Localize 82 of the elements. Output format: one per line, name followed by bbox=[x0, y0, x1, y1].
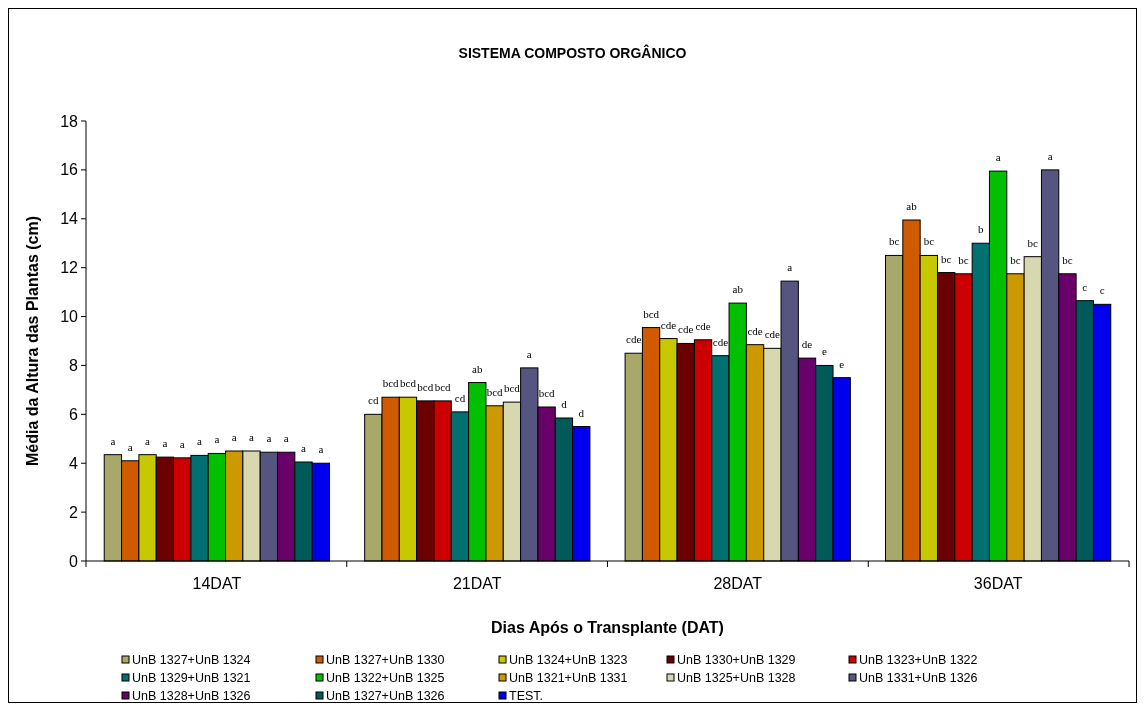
data-label: cde bbox=[626, 333, 642, 346]
data-label: a bbox=[283, 432, 289, 445]
data-label: bcd bbox=[434, 380, 452, 393]
data-label: ab bbox=[732, 283, 744, 296]
legend-label: UnB 1322+UnB 1325 bbox=[326, 671, 445, 686]
data-label: bc bbox=[888, 235, 900, 248]
y-axis-title: Média da Altura das Plantas (cm) bbox=[24, 215, 41, 467]
x-tick-label: 21DAT bbox=[452, 575, 502, 592]
data-label: ab bbox=[906, 200, 918, 212]
data-label: a bbox=[995, 151, 1001, 164]
data-label: bcd bbox=[486, 385, 504, 398]
y-tick-label: 16 bbox=[60, 161, 79, 179]
x-tick-label: 14DAT bbox=[192, 575, 242, 592]
data-label: a bbox=[301, 442, 307, 454]
y-tick-label: 14 bbox=[60, 210, 79, 228]
data-label: d bbox=[578, 406, 585, 419]
data-label: bcd bbox=[643, 307, 660, 320]
legend-label: UnB 1328+UnB 1326 bbox=[132, 689, 251, 704]
legend-label: UnB 1331+UnB 1326 bbox=[859, 671, 978, 686]
data-label: a bbox=[110, 434, 116, 447]
x-axis-title: Dias Após o Transplante (DAT) bbox=[491, 619, 724, 636]
data-label: bc bbox=[1027, 236, 1039, 249]
y-tick-label: 6 bbox=[69, 405, 79, 423]
data-label: a bbox=[266, 432, 272, 445]
data-label: e bbox=[839, 357, 845, 370]
data-label: c bbox=[1082, 280, 1088, 293]
data-label: a bbox=[162, 437, 168, 450]
data-label: bcd bbox=[538, 387, 556, 399]
data-label: cde bbox=[660, 318, 677, 331]
x-tick-label: 28DAT bbox=[713, 575, 763, 592]
data-label: e bbox=[821, 345, 827, 358]
data-label: bcd bbox=[504, 382, 521, 395]
data-label: a bbox=[197, 435, 203, 448]
legend-label: UnB 1327+UnB 1330 bbox=[326, 653, 445, 668]
data-label: cd bbox=[454, 391, 466, 404]
y-tick-label: 0 bbox=[69, 552, 79, 570]
data-label: cde bbox=[747, 324, 763, 337]
y-tick-label: 10 bbox=[60, 308, 79, 326]
legend-label: UnB 1324+UnB 1323 bbox=[509, 653, 628, 668]
legend-label: UnB 1325+UnB 1328 bbox=[677, 671, 796, 686]
x-tick-label: 36DAT bbox=[973, 575, 1023, 592]
data-label: cde bbox=[695, 319, 711, 332]
data-label: cd bbox=[368, 394, 380, 407]
y-tick-label: 2 bbox=[69, 503, 79, 521]
chart-title: SISTEMA COMPOSTO ORGÂNICO bbox=[458, 44, 687, 61]
data-label: c bbox=[1099, 284, 1105, 297]
data-label: bcd bbox=[400, 377, 417, 390]
legend-label: TEST. bbox=[509, 689, 544, 704]
data-label: bc bbox=[1062, 253, 1073, 266]
legend-label: UnB 1329+UnB 1321 bbox=[132, 671, 251, 686]
data-label: ab bbox=[472, 362, 483, 375]
data-label: bc bbox=[958, 253, 969, 266]
data-label: a bbox=[787, 261, 793, 274]
data-label: a bbox=[127, 440, 133, 453]
legend-label: UnB 1321+UnB 1331 bbox=[509, 671, 628, 686]
data-label: d bbox=[561, 398, 568, 410]
data-label: a bbox=[318, 443, 324, 456]
data-label: bc bbox=[1010, 253, 1021, 266]
data-label: b bbox=[978, 223, 985, 236]
y-tick-label: 8 bbox=[69, 357, 79, 375]
legend-label: UnB 1323+UnB 1322 bbox=[859, 653, 978, 668]
data-label: cde bbox=[712, 335, 729, 348]
data-label: bc bbox=[923, 235, 935, 248]
data-label: a bbox=[145, 434, 151, 447]
legend-label: UnB 1327+UnB 1324 bbox=[132, 653, 251, 668]
data-label: a bbox=[231, 431, 237, 443]
data-label: de bbox=[801, 338, 813, 351]
data-label: a bbox=[526, 347, 532, 360]
data-label: a bbox=[214, 433, 220, 446]
legend-label: UnB 1327+UnB 1326 bbox=[326, 689, 445, 704]
data-label: a bbox=[1047, 149, 1053, 162]
legend-label: UnB 1330+UnB 1329 bbox=[677, 653, 796, 668]
data-label: bc bbox=[940, 252, 952, 265]
data-label: cde bbox=[678, 323, 694, 336]
data-label: a bbox=[249, 431, 255, 443]
y-tick-label: 18 bbox=[60, 112, 79, 130]
y-tick-label: 12 bbox=[60, 259, 79, 277]
data-label: a bbox=[179, 437, 185, 450]
data-label: bcd bbox=[417, 380, 434, 393]
y-tick-label: 4 bbox=[69, 454, 79, 472]
data-label: bcd bbox=[382, 377, 400, 390]
data-label: cde bbox=[764, 328, 781, 341]
